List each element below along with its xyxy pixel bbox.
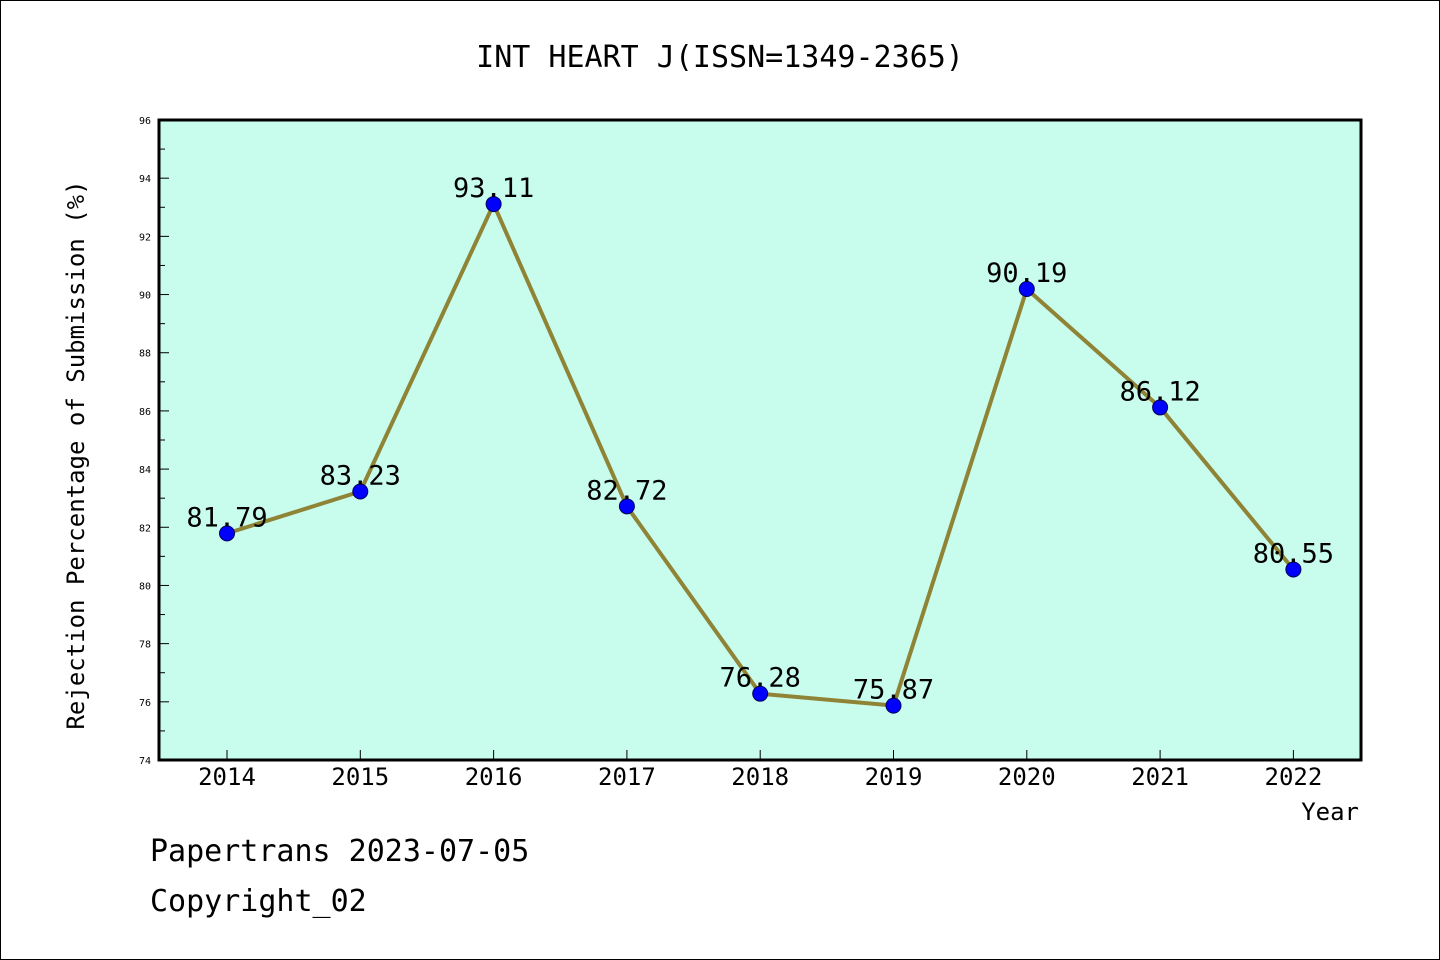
y-tick-label: 96 — [139, 116, 151, 127]
data-label: 82.72 — [586, 475, 667, 506]
data-point — [1018, 281, 1035, 298]
footer-date: Papertrans 2023-07-05 — [150, 834, 530, 869]
x-axis-label: Year — [1301, 798, 1359, 826]
x-tick-label: 2015 — [331, 763, 389, 791]
x-tick-label: 2016 — [465, 763, 523, 791]
y-tick-label: 92 — [139, 232, 151, 243]
x-tick-label: 2018 — [731, 763, 789, 791]
data-point — [885, 697, 902, 714]
y-tick-label: 88 — [139, 349, 151, 360]
data-label: 80.55 — [1253, 538, 1334, 569]
data-point — [1152, 399, 1169, 416]
footer-copyright: Copyright_02 — [150, 884, 367, 919]
y-tick-label: 86 — [139, 407, 151, 418]
data-point — [1285, 561, 1302, 578]
y-tick-label: 90 — [139, 291, 151, 302]
data-point — [219, 525, 235, 542]
y-axis-ticks: 74 76 78 80 82 84 86 88 90 92 94 96 — [139, 116, 169, 767]
data-labels: 81.79 83.23 93.11 82.72 76.28 75.87 90.19 86.12… — [186, 173, 1334, 706]
x-tick-label: 2019 — [865, 763, 923, 791]
data-label: 81.79 — [186, 502, 267, 533]
data-label: 76.28 — [720, 663, 801, 694]
x-axis-ticks: 2014 2015 2016 2017 2018 2019 2020 2021 2022 — [198, 750, 1322, 791]
plot-area — [157, 118, 1363, 762]
data-point — [752, 685, 769, 702]
y-tick-label: 76 — [139, 698, 151, 709]
data-point — [485, 196, 502, 213]
data-label: 75.87 — [853, 675, 934, 706]
data-label: 83.23 — [320, 460, 401, 491]
data-label: 93.11 — [453, 173, 534, 204]
x-tick-label: 2020 — [998, 763, 1056, 791]
data-point — [352, 483, 369, 500]
y-tick-label: 78 — [139, 640, 151, 651]
y-tick-label: 82 — [139, 523, 151, 534]
x-tick-label: 2017 — [598, 763, 656, 791]
series-markers — [219, 196, 1302, 714]
y-tick-label: 84 — [139, 465, 151, 476]
data-label: 90.19 — [986, 258, 1067, 289]
y-axis-label: Rejection Percentage of Submission (%) — [62, 180, 90, 729]
chart-title: INT HEART J(ISSN=1349-2365) — [476, 40, 964, 75]
data-label: 86.12 — [1119, 376, 1200, 407]
y-tick-label: 94 — [139, 174, 151, 185]
data-point — [618, 498, 635, 515]
y-tick-label: 74 — [139, 756, 151, 767]
x-tick-label: 2014 — [198, 763, 256, 791]
x-tick-label: 2021 — [1131, 763, 1189, 791]
y-tick-label: 80 — [139, 581, 151, 592]
x-tick-label: 2022 — [1265, 763, 1323, 791]
